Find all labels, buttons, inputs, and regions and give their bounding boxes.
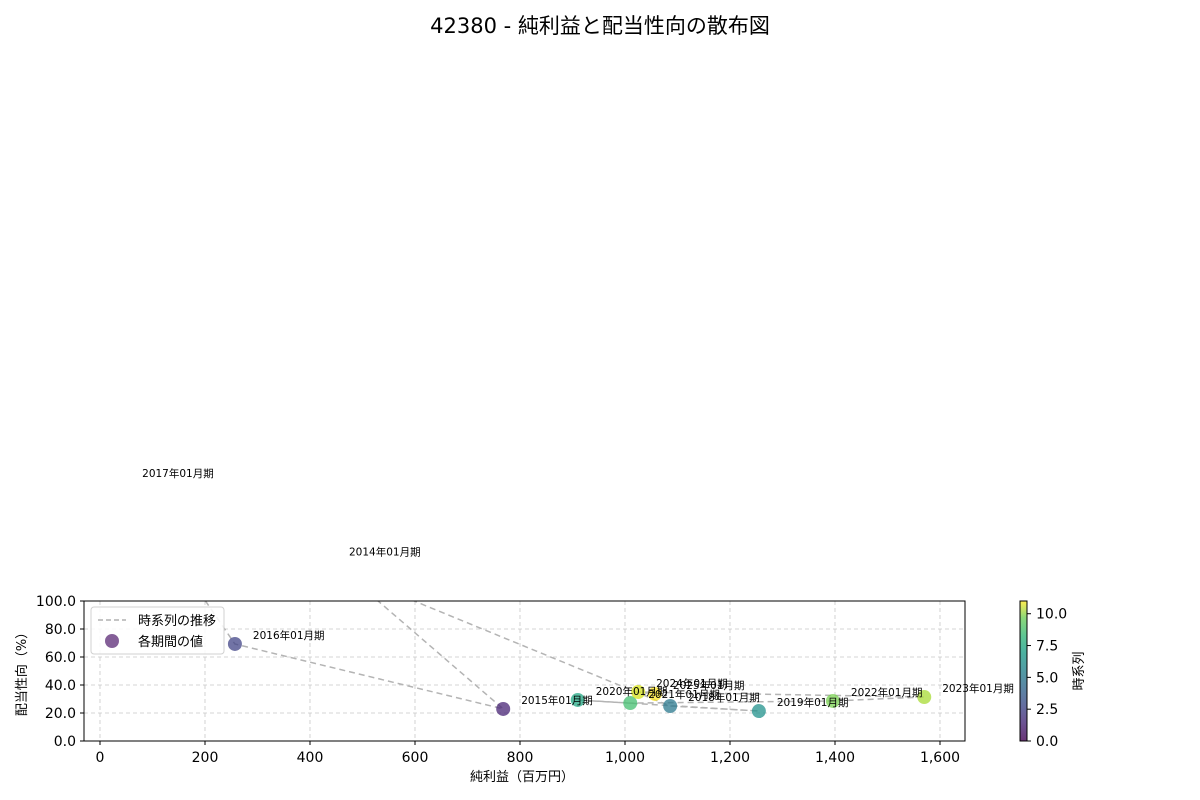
x-tick-label: 1,600 — [920, 750, 960, 766]
data-point — [496, 701, 511, 716]
point-annotations: 2014年01月期 2015年01月期 2016年01月期 2017年01月期 2018… — [142, 467, 1014, 709]
y-tick-label: 100.0 — [36, 594, 76, 610]
data-point — [751, 704, 766, 719]
colorbar-tick-label: 10.0 — [1036, 607, 1067, 623]
time-series-path — [204, 601, 925, 712]
colorbar-tick-label: 2.5 — [1036, 702, 1058, 718]
point-label: 2022年01月期 — [851, 686, 923, 699]
x-tick-label: 0 — [96, 750, 105, 766]
data-point — [825, 693, 840, 708]
x-axis-label: 純利益（百万円） — [470, 770, 574, 785]
data-point — [917, 690, 932, 705]
point-label: 2019年01月期 — [777, 696, 849, 709]
y-tick-label: 20.0 — [45, 706, 76, 722]
colorbar-label: 時系列 — [1072, 651, 1087, 690]
y-axis-ticks: 0.0 20.0 40.0 60.0 80.0 100.0 — [36, 594, 84, 750]
data-point — [631, 685, 646, 699]
point-label: 2020年01月期 — [596, 685, 668, 698]
plot-frame — [83, 600, 966, 742]
point-label: 2021年01月期 — [648, 688, 720, 701]
y-tick-label: 0.0 — [54, 734, 76, 750]
colorbar-tick-label: 0.0 — [1036, 734, 1058, 750]
colorbar: 0.0 2.5 5.0 7.5 10.0 時系列 — [1019, 600, 1087, 750]
y-tick-label: 40.0 — [45, 678, 76, 694]
data-point — [227, 636, 242, 651]
chart-title: 42380 - 純利益と配当性向の散布図 — [430, 14, 770, 38]
legend-entry-trend: 時系列の推移 — [138, 614, 216, 629]
point-label: 2017年01月期 — [142, 467, 214, 480]
point-label: 2015年01月期 — [521, 694, 593, 707]
point-label: 2016年01月期 — [253, 629, 325, 642]
data-points — [117, 475, 932, 719]
x-tick-label: 1,400 — [815, 750, 855, 766]
point-label: 2018年01月期 — [688, 691, 760, 704]
data-point — [623, 696, 638, 711]
point-label: 2025年01月期 — [673, 679, 745, 692]
y-tick-label: 80.0 — [45, 622, 76, 638]
data-point — [647, 686, 662, 701]
legend: 時系列の推移 各期間の値 — [90, 606, 225, 655]
x-tick-label: 1,000 — [605, 750, 645, 766]
x-tick-label: 600 — [402, 750, 429, 766]
point-label: 2014年01月期 — [349, 545, 421, 558]
x-tick-label: 800 — [507, 750, 534, 766]
legend-entry-values: 各期間の値 — [138, 634, 203, 650]
y-tick-label: 60.0 — [45, 650, 76, 666]
x-tick-label: 200 — [192, 750, 219, 766]
data-point — [663, 699, 678, 713]
data-point — [324, 553, 338, 567]
x-tick-label: 1,200 — [710, 750, 750, 766]
x-tick-label: 400 — [297, 750, 324, 766]
marker-icon — [105, 634, 119, 648]
colorbar-tick-label: 5.0 — [1036, 670, 1058, 686]
data-point — [570, 692, 585, 707]
point-label: 2024年01月期 — [656, 677, 728, 690]
x-axis-ticks: 0 200 400 600 800 1,000 1,200 1,400 1,600 — [96, 741, 960, 766]
y-axis-label: 配当性向（%） — [14, 626, 30, 716]
point-label: 2023年01月期 — [942, 682, 1014, 695]
data-point — [117, 475, 131, 489]
colorbar-tick-label: 7.5 — [1036, 639, 1058, 655]
